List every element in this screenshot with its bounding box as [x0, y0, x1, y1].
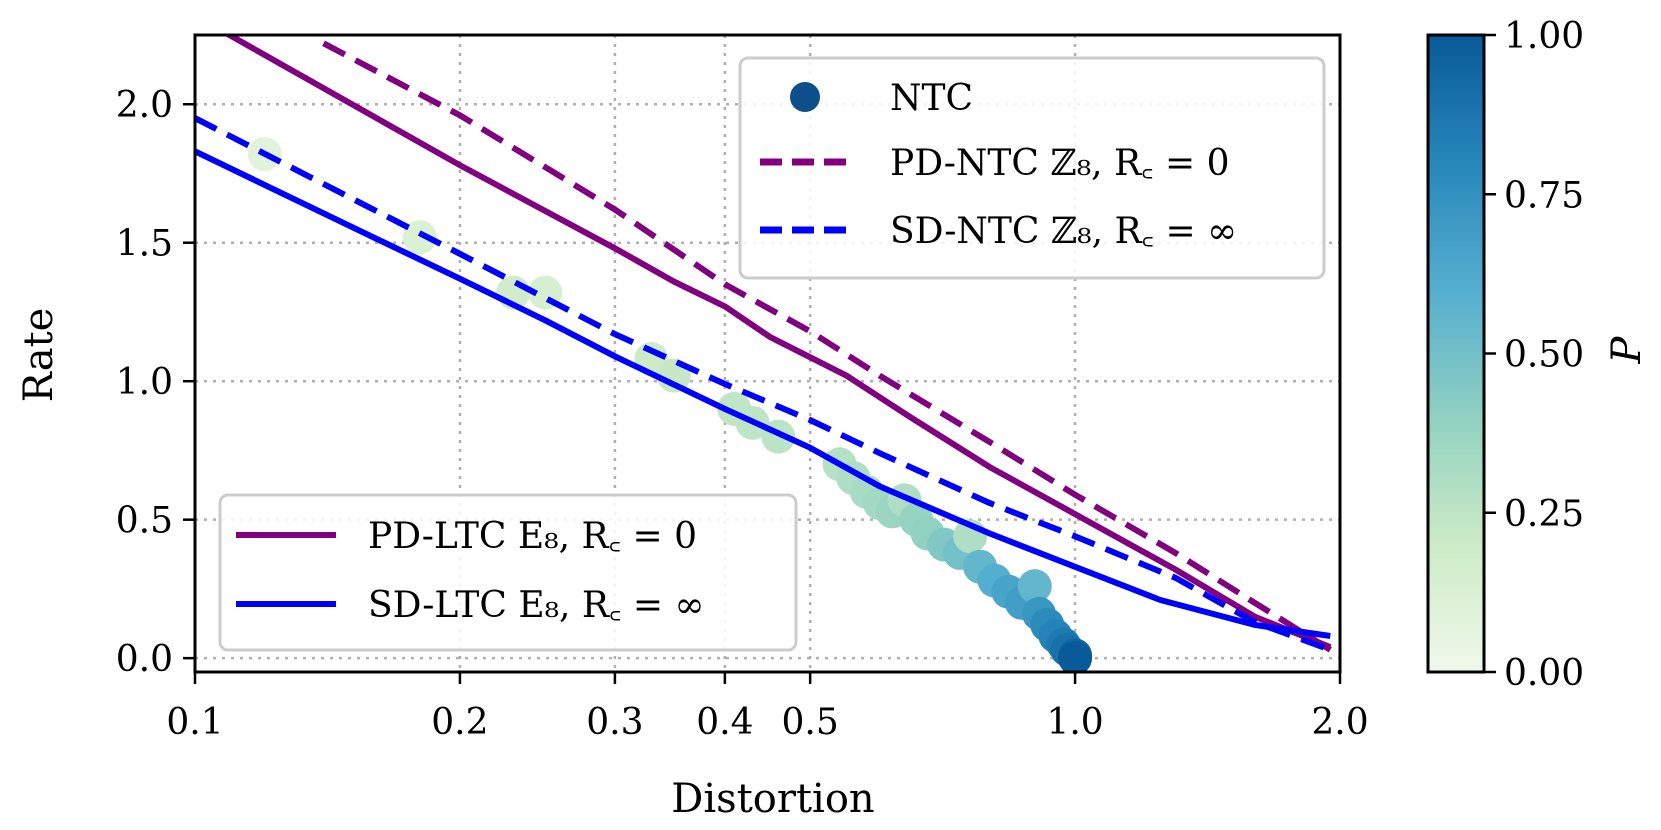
y-tick-label: 0.5 — [116, 501, 173, 542]
x-axis-ticks: 0.1 0.2 0.3 0.4 0.5 1.0 2.0 — [166, 672, 1369, 743]
legend-ntc-label: NTC — [890, 78, 973, 119]
colorbar-tick-label: 0.25 — [1504, 494, 1584, 535]
series-lines — [195, 35, 1332, 653]
ntc-point — [402, 220, 437, 255]
series-line — [322, 40, 1332, 653]
colorbar-tick-label: 0.50 — [1504, 335, 1584, 376]
legend-sd-ntc-label: SD-NTC ℤ₈, R꜀ = ∞ — [890, 211, 1237, 252]
plot-frame — [193, 33, 1342, 674]
colorbar — [1426, 33, 1486, 674]
legend-ntc-marker — [790, 82, 820, 112]
series-line — [195, 115, 1332, 653]
x-tick-label: 2.0 — [1311, 702, 1368, 743]
x-axis-label: Distortion — [671, 776, 874, 822]
colorbar-tick-label: 0.75 — [1504, 175, 1584, 216]
legend-top-box — [738, 56, 1326, 280]
y-tick-label: 1.5 — [116, 224, 173, 265]
y-tick-label: 2.0 — [116, 85, 173, 126]
x-tick-label: 0.2 — [431, 702, 488, 743]
x-tick-label: 0.4 — [696, 702, 753, 743]
legend-top: NTC PD-NTC ℤ₈, R꜀ = 0 SD-NTC ℤ₈, R꜀ = ∞ — [738, 56, 1326, 280]
y-tick-label: 0.0 — [116, 639, 173, 680]
x-tick-label: 0.5 — [782, 702, 839, 743]
colorbar-ticks: 0.00 0.25 0.50 0.75 1.00 — [1484, 16, 1584, 694]
x-tick-label: 0.3 — [586, 702, 643, 743]
x-tick-label: 1.0 — [1046, 702, 1103, 743]
legend-pd-ltc-label: PD-LTC E₈, R꜀ = 0 — [368, 516, 697, 557]
series-line — [195, 148, 1331, 639]
colorbar-tick-label: 1.00 — [1504, 16, 1584, 57]
y-tick-label: 1.0 — [116, 362, 173, 403]
legend-bottom: PD-LTC E₈, R꜀ = 0 SD-LTC E₈, R꜀ = ∞ — [218, 493, 798, 652]
colorbar-label: P — [1604, 335, 1650, 364]
ntc-point — [1017, 569, 1052, 604]
x-tick-label: 0.1 — [166, 702, 223, 743]
y-axis-ticks: 0.0 0.5 1.0 1.5 2.0 — [116, 85, 195, 680]
series-line — [223, 35, 1332, 650]
colorbar-tick-label: 0.00 — [1504, 653, 1584, 694]
legend-bottom-box — [218, 493, 798, 652]
ntc-point — [1058, 641, 1093, 672]
legend-pd-ntc-label: PD-NTC ℤ₈, R꜀ = 0 — [890, 143, 1230, 184]
y-axis-label: Rate — [16, 308, 62, 403]
legend-sd-ltc-label: SD-LTC E₈, R꜀ = ∞ — [368, 585, 705, 626]
